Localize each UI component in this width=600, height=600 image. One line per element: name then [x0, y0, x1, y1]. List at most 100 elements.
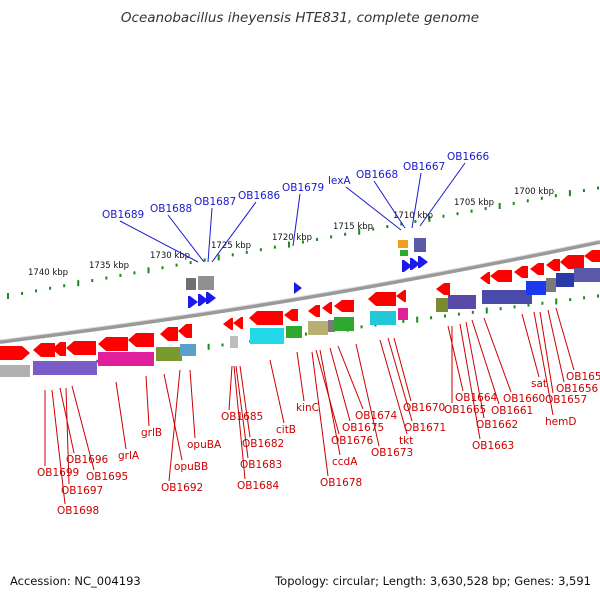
- gene-block: [33, 361, 97, 375]
- upper-scale-tick: [582, 189, 585, 193]
- gene-arrow: [0, 346, 30, 360]
- upper-scale-tick: [7, 293, 9, 299]
- gene-block: [370, 311, 396, 325]
- lower-scale-tick: [360, 325, 363, 329]
- label-leader-line: [145, 375, 150, 427]
- gene-label-lower: OB1685: [221, 411, 263, 423]
- gene-arrow-forward: [206, 292, 216, 304]
- gene-block: [308, 321, 328, 335]
- gene-block: [526, 281, 546, 295]
- upper-scale-tick: [49, 286, 52, 290]
- gene-label-lower: OB1697: [61, 485, 103, 497]
- upper-scale-tick: [316, 237, 319, 241]
- scale-labels: 1740 kbp 1735 kbp 1730 kbp 1725 kbp 1720 kbp…: [28, 187, 554, 278]
- gene-label-lower: OB1657: [545, 394, 587, 406]
- gene-block: [198, 276, 214, 290]
- label-leader-line: [447, 325, 464, 392]
- gene-block: [180, 344, 196, 356]
- label-leader-line: [65, 387, 70, 485]
- upper-scale-tick: [91, 279, 94, 283]
- gene-label-lower: OB1664: [455, 392, 498, 404]
- upper-scale-tick: [470, 209, 473, 213]
- gene-label-lower: OB1675: [342, 422, 384, 434]
- lower-scale-tick: [583, 296, 586, 300]
- lower-scale-tick: [207, 343, 210, 350]
- upper-label-lines: [119, 162, 466, 263]
- gene-label-lower: OB1684: [237, 480, 280, 492]
- upper-scale-tick: [147, 267, 150, 274]
- label-leader-line: [239, 365, 251, 438]
- lower-scale-tick: [569, 298, 572, 302]
- label-leader-line: [119, 220, 199, 263]
- gene-block: [0, 365, 30, 377]
- scale-label: 1715 kbp: [333, 222, 373, 232]
- genome-backbone-highlight: [0, 239, 600, 341]
- label-leader-line: [547, 309, 565, 383]
- gene-arrow: [396, 290, 406, 302]
- label-leader-line: [379, 339, 408, 435]
- label-leader-line: [483, 317, 512, 393]
- gene-block: [286, 326, 302, 338]
- upper-scale-tick: [526, 199, 529, 203]
- gene-label-lower: OB1682: [242, 438, 284, 450]
- gene-label-lower: OB1698: [57, 505, 99, 517]
- label-leader-line: [115, 381, 127, 450]
- gene-arrow-forward: [418, 256, 428, 268]
- upper-scale-tick: [330, 235, 333, 239]
- gene-label-lower: OB1674: [355, 410, 398, 422]
- gene-label-lower: OB1676: [331, 435, 374, 447]
- gene-block: [230, 336, 238, 348]
- gene-label-lower: grlB: [141, 427, 162, 439]
- gene-arrow: [223, 318, 233, 330]
- upper-scale-tick: [442, 214, 445, 218]
- gene-label-lower: tkt: [399, 435, 413, 447]
- gene-label-lower: OB1662: [476, 419, 518, 431]
- label-leader-line: [292, 193, 301, 247]
- upper-scale-tick: [287, 241, 290, 248]
- upper-scale-tick: [133, 271, 136, 275]
- gene-label-lower: OB1656: [556, 383, 599, 395]
- gene-label-lower: sat: [531, 378, 547, 390]
- upper-scale-tick: [554, 194, 557, 198]
- label-leader-line: [387, 337, 413, 422]
- scale-label: 1705 kbp: [454, 198, 494, 208]
- gene-arrow: [308, 305, 320, 317]
- gene-arrow: [490, 270, 512, 282]
- gene-label-lower: opuBA: [187, 439, 222, 451]
- upper-scale-tick: [105, 276, 108, 280]
- gene-label-lower: hemD: [545, 416, 576, 428]
- lower-scale-tick: [513, 305, 516, 309]
- gene-block: [546, 278, 556, 292]
- gene-arrow-forward: [198, 294, 208, 306]
- upper-scale-tick: [273, 245, 276, 249]
- gene-arrow: [530, 263, 544, 275]
- upper-scale-tick: [259, 248, 262, 252]
- upper-scale-tick: [35, 289, 38, 293]
- upper-scale-tick: [400, 222, 403, 226]
- gene-block: [414, 238, 426, 252]
- lower-scale-tick: [221, 343, 224, 347]
- gene-label-lower: OB1696: [66, 454, 109, 466]
- gene-label-lower: kinC: [296, 402, 319, 414]
- upper-scale-tick: [498, 203, 501, 209]
- lower-scale-tick: [430, 316, 433, 320]
- gene-arrow: [584, 250, 600, 262]
- gene-arrow-forward: [294, 282, 302, 294]
- lower-scale-tick: [597, 294, 599, 298]
- lower-scale-tick: [485, 307, 488, 314]
- gene-arrow: [160, 327, 178, 341]
- gene-label-lower: OB1692: [161, 482, 203, 494]
- gene-block: [398, 308, 408, 320]
- gene-label-lower: OB1683: [240, 459, 282, 471]
- gene-arrow: [52, 342, 66, 356]
- label-leader-line: [465, 321, 485, 419]
- gene-label-upper: OB1687: [194, 196, 236, 208]
- gene-arrow: [249, 311, 283, 325]
- label-leader-line: [168, 369, 181, 482]
- label-leader-line: [228, 365, 233, 411]
- lower-scale-tick: [457, 312, 460, 316]
- upper-scale-tick: [512, 201, 515, 205]
